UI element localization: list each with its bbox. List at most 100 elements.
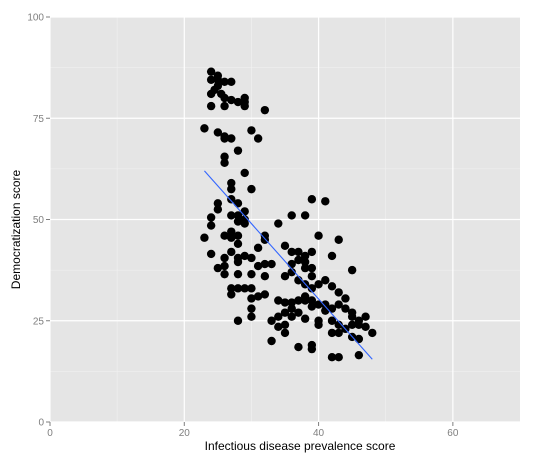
data-point xyxy=(300,211,310,220)
data-point xyxy=(314,280,323,289)
data-point xyxy=(227,247,236,257)
data-point xyxy=(227,95,236,105)
data-point xyxy=(233,199,243,208)
data-point xyxy=(247,184,256,194)
data-point xyxy=(267,316,276,325)
data-point xyxy=(347,312,357,321)
y-tick-label: 75 xyxy=(33,114,45,125)
x-axis: 0 20 40 60 xyxy=(47,422,459,439)
data-point xyxy=(354,350,364,360)
data-points xyxy=(200,67,377,362)
data-point xyxy=(240,168,249,178)
data-point xyxy=(327,251,337,261)
data-point xyxy=(213,205,223,214)
data-point xyxy=(233,239,243,248)
data-point xyxy=(327,316,337,325)
data-point xyxy=(307,272,317,281)
data-point xyxy=(240,251,249,261)
data-point xyxy=(253,134,263,143)
data-point xyxy=(220,231,229,240)
data-point xyxy=(307,284,317,293)
data-point xyxy=(260,290,270,299)
data-point xyxy=(240,284,249,293)
data-point xyxy=(227,184,236,194)
data-point xyxy=(233,257,243,267)
data-point xyxy=(260,259,270,269)
data-point xyxy=(321,197,330,206)
data-point xyxy=(220,134,229,143)
data-point xyxy=(247,253,256,263)
data-point xyxy=(274,312,283,321)
data-point xyxy=(314,231,323,240)
data-point xyxy=(233,146,243,155)
data-point xyxy=(280,320,290,329)
data-point xyxy=(247,294,256,303)
data-point xyxy=(354,320,364,329)
x-tick-label: 20 xyxy=(179,428,191,439)
data-point xyxy=(307,263,317,273)
data-point xyxy=(220,93,229,103)
data-point xyxy=(233,231,243,240)
data-point xyxy=(334,353,343,362)
data-point xyxy=(213,75,223,84)
data-point xyxy=(213,199,223,208)
data-point xyxy=(206,89,216,99)
data-point xyxy=(233,284,243,293)
data-point xyxy=(300,263,310,273)
data-point xyxy=(327,282,337,291)
data-point xyxy=(327,353,337,362)
data-point xyxy=(227,227,236,236)
data-point xyxy=(314,300,323,309)
data-point xyxy=(213,263,223,273)
data-point xyxy=(253,243,263,253)
data-point xyxy=(361,312,370,321)
data-point xyxy=(233,316,243,325)
data-point xyxy=(220,158,229,167)
data-point xyxy=(294,255,303,265)
y-tick-label: 25 xyxy=(33,316,45,327)
y-axis: 0 25 50 75 100 xyxy=(27,13,50,429)
data-point xyxy=(267,259,276,269)
data-point xyxy=(341,294,350,303)
data-point xyxy=(314,320,323,329)
data-point xyxy=(227,195,236,204)
x-axis-title: Infectious disease prevalence score xyxy=(205,439,396,453)
y-tick-label: 0 xyxy=(38,418,44,429)
data-point xyxy=(233,97,243,107)
data-point xyxy=(300,296,310,305)
data-point xyxy=(307,195,317,204)
data-point xyxy=(294,296,303,305)
data-point xyxy=(321,300,330,309)
data-point xyxy=(287,267,296,277)
data-point xyxy=(220,269,229,279)
data-point xyxy=(354,334,364,344)
data-point xyxy=(334,288,343,297)
data-point xyxy=(227,178,236,188)
data-point xyxy=(247,284,256,293)
data-point xyxy=(247,269,256,279)
y-axis-title: Democratization score xyxy=(9,169,23,289)
regression-line xyxy=(204,170,373,360)
data-point xyxy=(206,249,216,259)
data-point xyxy=(334,300,343,309)
data-point xyxy=(307,296,317,305)
data-point xyxy=(287,298,296,307)
data-point xyxy=(220,152,229,161)
data-point xyxy=(206,101,216,111)
data-point xyxy=(287,259,296,269)
data-point xyxy=(274,322,283,332)
data-point xyxy=(200,233,209,242)
data-point xyxy=(233,269,243,279)
data-point xyxy=(287,247,296,257)
x-tick-label: 40 xyxy=(313,428,325,439)
data-point xyxy=(280,241,290,251)
data-point xyxy=(300,257,310,267)
data-point xyxy=(233,211,243,220)
data-point xyxy=(294,308,303,317)
data-point xyxy=(206,221,216,230)
data-point xyxy=(280,308,290,317)
data-point xyxy=(274,296,283,305)
data-point xyxy=(240,219,249,228)
data-point xyxy=(321,276,330,285)
